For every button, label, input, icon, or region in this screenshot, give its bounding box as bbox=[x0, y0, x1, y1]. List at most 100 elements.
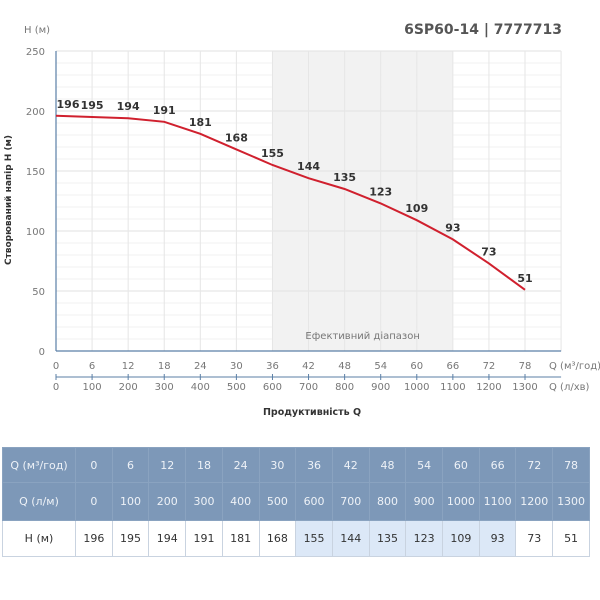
data-label: 155 bbox=[261, 147, 284, 160]
x-secondary-tick-label: 1200 bbox=[476, 382, 501, 393]
data-label: 181 bbox=[189, 116, 212, 129]
x-secondary-tick-label: 1300 bbox=[512, 382, 537, 393]
x-tick-label: 72 bbox=[483, 361, 496, 372]
table-cell: 73 bbox=[515, 520, 554, 557]
y-axis-title: Створюваний напір H (м) bbox=[3, 135, 14, 265]
x-tick-label: 48 bbox=[338, 361, 351, 372]
x-tick-label: 54 bbox=[374, 361, 387, 372]
y-unit-label: H (м) bbox=[24, 25, 50, 36]
table-cell: 51 bbox=[552, 520, 590, 557]
table-cell: 6 bbox=[111, 447, 150, 483]
table-cell: 24 bbox=[221, 447, 260, 483]
x-axis-title: Продуктивність Q bbox=[263, 407, 361, 418]
x-secondary-tick-label: 100 bbox=[83, 382, 102, 393]
data-label: 135 bbox=[333, 171, 356, 184]
table-cell: 78 bbox=[552, 447, 590, 483]
table-cell: 66 bbox=[478, 447, 517, 483]
row-label: Q (м³/год) bbox=[2, 447, 76, 483]
table-cell: 200 bbox=[148, 482, 187, 521]
table-cell: 48 bbox=[368, 447, 407, 483]
data-label: 144 bbox=[297, 160, 320, 173]
table-row-flow-lpm: Q (л/м) 0 100 200 300 400 500 600 700 800 900 1000 1… bbox=[2, 482, 590, 521]
pump-curve-chart: Ефективний діапазон 0 50 100 150 200 250 H (м) 6… bbox=[3, 22, 600, 418]
table-cell: 60 bbox=[442, 447, 480, 483]
y-tick-label: 200 bbox=[26, 107, 45, 118]
table-cell: 181 bbox=[221, 520, 260, 557]
data-label: 73 bbox=[481, 245, 496, 258]
chart-title: 6SP60-14 | 7777713 bbox=[404, 22, 562, 38]
table-cell: 194 bbox=[148, 520, 187, 557]
x-secondary-tick-label: 0 bbox=[53, 382, 59, 393]
data-label: 191 bbox=[153, 104, 176, 117]
x-tick-label: 18 bbox=[158, 361, 171, 372]
data-label: 109 bbox=[405, 202, 428, 215]
table-cell: 400 bbox=[221, 482, 260, 521]
table-row-head: H (м) 196 195 194 191 181 168 155 144 135 123 109 93… bbox=[2, 520, 590, 557]
table-row-flow-m3h: Q (м³/год) 0 6 12 18 24 30 36 42 48 54 60 66 72 78 bbox=[2, 447, 590, 483]
table-cell: 1200 bbox=[515, 482, 554, 521]
x-tick-label: 78 bbox=[519, 361, 532, 372]
row-label: H (м) bbox=[2, 520, 76, 557]
x-secondary-tick-label: 300 bbox=[155, 382, 174, 393]
data-label: 168 bbox=[225, 131, 248, 144]
head-curve bbox=[55, 114, 526, 291]
row-label: Q (л/м) bbox=[2, 482, 76, 521]
table-cell: 155 bbox=[295, 520, 333, 557]
data-label: 123 bbox=[369, 185, 392, 198]
table-cell: 800 bbox=[368, 482, 407, 521]
x-secondary-tick-label: 1100 bbox=[440, 382, 465, 393]
x-secondary-tick-label: 800 bbox=[335, 382, 354, 393]
x-tick-label: 0 bbox=[53, 361, 59, 372]
x-tick-label: 42 bbox=[302, 361, 315, 372]
efficient-range-band bbox=[272, 51, 453, 351]
data-label: 195 bbox=[81, 99, 104, 112]
x-tick-label: 60 bbox=[410, 361, 423, 372]
table-cell: 12 bbox=[148, 447, 187, 483]
efficient-range-label: Ефективний діапазон bbox=[305, 330, 419, 342]
table-cell: 600 bbox=[295, 482, 333, 521]
data-label: 51 bbox=[517, 272, 532, 285]
performance-table: Q (м³/год) 0 6 12 18 24 30 36 42 48 54 60 66 72 78 Q (… bbox=[2, 447, 590, 557]
table-cell: 72 bbox=[515, 447, 554, 483]
table-cell: 196 bbox=[75, 520, 113, 557]
x-secondary-tick-label: 700 bbox=[299, 382, 318, 393]
table-cell: 93 bbox=[478, 520, 517, 557]
x-tick-label: 24 bbox=[194, 361, 207, 372]
x-secondary-tick-label: 900 bbox=[371, 382, 390, 393]
table-cell: 1100 bbox=[478, 482, 517, 521]
table-cell: 195 bbox=[111, 520, 150, 557]
x-secondary-tick-label: 200 bbox=[119, 382, 138, 393]
table-cell: 109 bbox=[442, 520, 480, 557]
y-tick-label: 250 bbox=[26, 47, 45, 58]
table-cell: 18 bbox=[185, 447, 223, 483]
data-label: 93 bbox=[445, 221, 460, 234]
table-cell: 700 bbox=[331, 482, 370, 521]
table-cell: 123 bbox=[405, 520, 444, 557]
x-secondary-tick-label: 600 bbox=[263, 382, 282, 393]
x-tick-label: 30 bbox=[230, 361, 243, 372]
x-secondary-tick-label: 500 bbox=[227, 382, 246, 393]
table-cell: 36 bbox=[295, 447, 333, 483]
table-cell: 191 bbox=[185, 520, 223, 557]
table-cell: 100 bbox=[111, 482, 150, 521]
data-label: 196 bbox=[57, 98, 80, 111]
table-cell: 300 bbox=[185, 482, 223, 521]
table-cell: 1300 bbox=[552, 482, 590, 521]
table-cell: 0 bbox=[75, 447, 113, 483]
x-tick-label: 12 bbox=[122, 361, 135, 372]
y-tick-label: 50 bbox=[32, 287, 45, 298]
table-cell: 1000 bbox=[442, 482, 480, 521]
x-tick-label: 6 bbox=[89, 361, 95, 372]
y-tick-label: 100 bbox=[26, 227, 45, 238]
table-cell: 900 bbox=[405, 482, 444, 521]
x-tick-label: 36 bbox=[266, 361, 279, 372]
table-cell: 168 bbox=[258, 520, 297, 557]
table-cell: 42 bbox=[331, 447, 370, 483]
table-cell: 0 bbox=[75, 482, 113, 521]
x-tick-label: 66 bbox=[446, 361, 459, 372]
y-tick-label: 0 bbox=[39, 347, 45, 358]
table-cell: 144 bbox=[331, 520, 370, 557]
table-cell: 135 bbox=[368, 520, 407, 557]
x-unit-secondary: Q (л/хв) bbox=[549, 382, 590, 393]
x-secondary-tick-label: 400 bbox=[191, 382, 210, 393]
